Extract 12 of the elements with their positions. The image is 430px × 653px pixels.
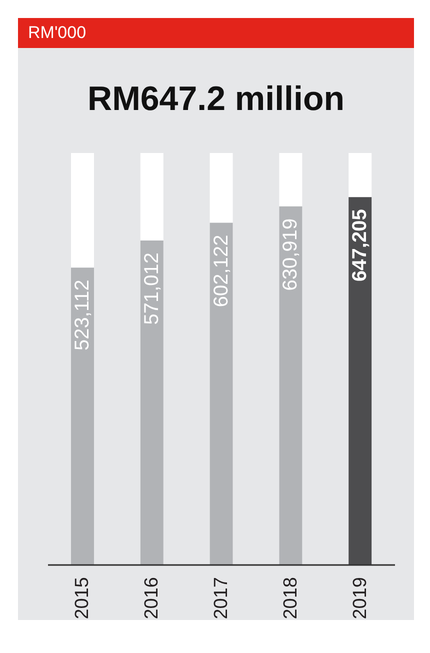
data-label: 523,112 — [72, 280, 94, 350]
x-tick-label: 2015 — [72, 577, 94, 620]
chart-title: RM647.2 million — [86, 80, 346, 119]
data-label: 647,205 — [349, 209, 372, 282]
x-tick-label: 2016 — [142, 577, 163, 620]
data-label: 571,012 — [140, 252, 163, 325]
data-label: 602,122 — [210, 234, 232, 308]
x-tick-label: 2019 — [350, 577, 371, 620]
chart-subtitle: RM'000 — [28, 23, 86, 43]
x-tick-label: 2018 — [280, 577, 302, 620]
data-label: 630,919 — [280, 218, 302, 291]
x-tick-label: 2017 — [211, 577, 232, 620]
